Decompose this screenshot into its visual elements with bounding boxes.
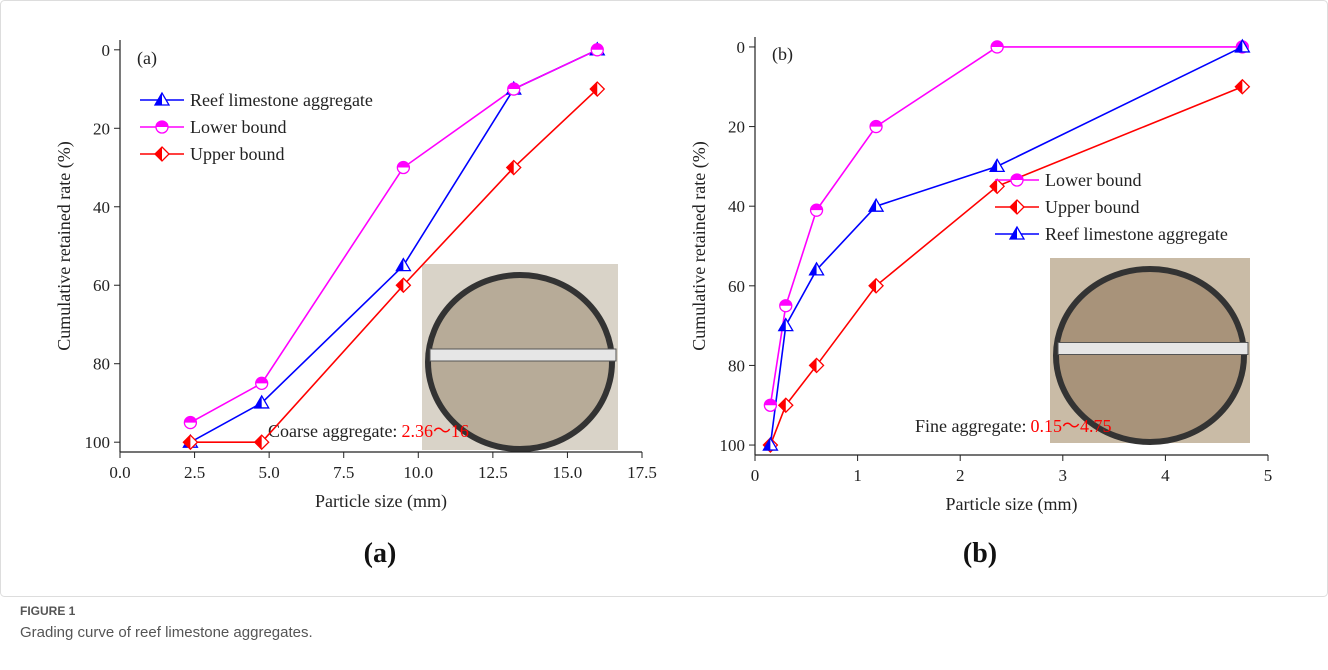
legend-marker (156, 121, 168, 133)
annotation-text: Coarse aggregate: (268, 421, 397, 441)
panel-label: (b) (772, 44, 793, 65)
data-point (811, 204, 823, 216)
panel-label: (a) (137, 48, 157, 69)
data-point (256, 377, 268, 389)
data-point (764, 399, 776, 411)
data-point (1235, 80, 1249, 94)
legend-marker (155, 147, 169, 161)
photo-ruler (1058, 343, 1248, 355)
x-tick-label: 17.5 (627, 463, 657, 482)
x-axis-label: Particle size (mm) (315, 491, 447, 512)
x-tick-label: 5.0 (259, 463, 280, 482)
legend-marker (1010, 200, 1024, 214)
y-tick-label: 80 (93, 355, 110, 374)
x-tick-label: 0 (751, 466, 760, 485)
figure-label: FIGURE 1 (20, 604, 76, 618)
data-point (397, 162, 409, 174)
data-point (508, 83, 520, 95)
x-tick-label: 10.0 (403, 463, 433, 482)
x-tick-label: 0.0 (109, 463, 130, 482)
y-axis-label: Cumulative retained rate (%) (689, 141, 710, 350)
x-tick-label: 15.0 (553, 463, 583, 482)
data-point (779, 319, 793, 331)
data-point (991, 41, 1003, 53)
data-point (184, 417, 196, 429)
x-tick-label: 2.5 (184, 463, 205, 482)
y-tick-label: 60 (728, 277, 745, 296)
annotation-text: Fine aggregate: (915, 416, 1026, 436)
legend-marker (155, 93, 169, 105)
x-tick-label: 7.5 (333, 463, 354, 482)
y-tick-label: 0 (737, 38, 746, 57)
y-tick-label: 40 (728, 197, 745, 216)
x-tick-label: 3 (1059, 466, 1068, 485)
y-tick-label: 100 (720, 436, 746, 455)
panel-caption: (a) (364, 538, 397, 569)
y-tick-label: 40 (93, 198, 110, 217)
y-tick-label: 100 (85, 433, 111, 452)
figure-caption: Grading curve of reef limestone aggregat… (20, 624, 313, 641)
annotation-range: 0.15～4.75 (1030, 416, 1111, 436)
panel-caption: (b) (963, 538, 997, 569)
legend-marker (1010, 227, 1024, 239)
x-tick-label: 4 (1161, 466, 1170, 485)
data-point (779, 398, 793, 412)
x-tick-label: 1 (853, 466, 862, 485)
legend-label: Reef limestone aggregate (1045, 224, 1228, 244)
annotation-range: 2.36～16 (401, 421, 469, 441)
x-axis-label: Particle size (mm) (946, 494, 1078, 515)
annotation: Coarse aggregate:2.36～16 (268, 421, 469, 441)
data-point (396, 259, 410, 271)
x-tick-label: 12.5 (478, 463, 508, 482)
legend-marker (1011, 174, 1023, 186)
data-point (780, 300, 792, 312)
annotation: Fine aggregate:0.15～4.75 (915, 416, 1111, 436)
y-tick-label: 20 (93, 119, 110, 138)
legend-label: Lower bound (1045, 170, 1141, 190)
legend-label: Lower bound (190, 117, 286, 137)
y-axis-label: Cumulative retained rate (%) (54, 141, 75, 350)
y-tick-label: 0 (102, 41, 111, 60)
y-tick-label: 20 (728, 118, 745, 137)
data-point (591, 44, 603, 56)
legend-label: Upper bound (190, 144, 284, 164)
x-tick-label: 2 (956, 466, 965, 485)
data-point (810, 358, 824, 372)
data-point (990, 159, 1004, 171)
data-point (870, 121, 882, 133)
figure: FIGURE 1 Grading curve of reef limestone… (0, 0, 1328, 670)
photo-ruler (430, 349, 616, 361)
y-tick-label: 80 (728, 356, 745, 375)
y-tick-label: 60 (93, 276, 110, 295)
legend-label: Reef limestone aggregate (190, 90, 373, 110)
x-tick-label: 5 (1264, 466, 1273, 485)
legend-label: Upper bound (1045, 197, 1139, 217)
